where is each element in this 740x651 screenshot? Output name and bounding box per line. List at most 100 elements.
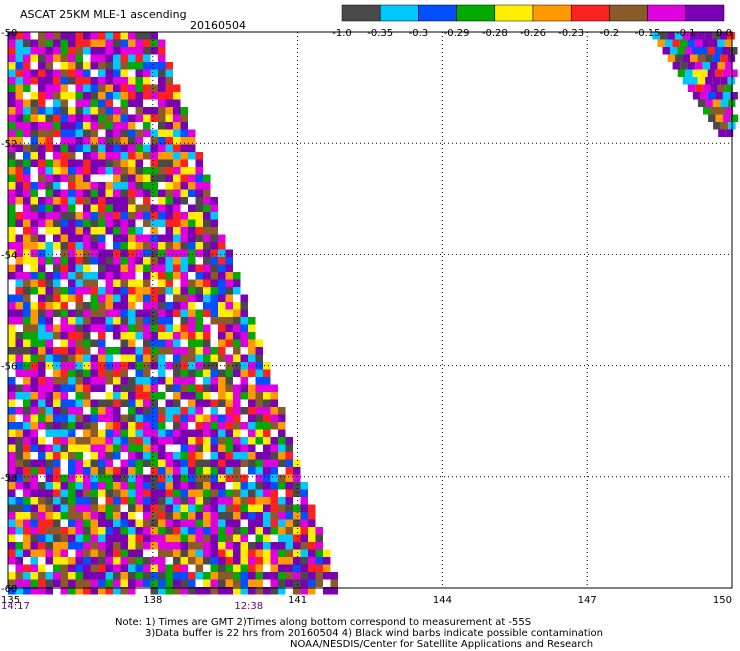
heatmap-cell <box>158 512 166 520</box>
heatmap-cell <box>113 137 121 145</box>
heatmap-cell <box>83 54 91 62</box>
heatmap-cell <box>83 99 91 107</box>
heatmap-cell <box>38 332 46 340</box>
heatmap-cell <box>278 444 286 452</box>
heatmap-cell <box>240 549 248 557</box>
heatmap-cell <box>90 354 98 362</box>
heatmap-cell <box>45 452 53 460</box>
heatmap-cell <box>218 407 226 415</box>
heatmap-cell <box>128 527 136 535</box>
heatmap-cell <box>68 429 76 437</box>
heatmap-cell <box>158 234 166 242</box>
heatmap-cell <box>248 339 256 347</box>
heatmap-cell <box>165 257 173 265</box>
heatmap-cell <box>68 302 76 310</box>
heatmap-cell <box>75 527 83 535</box>
heatmap-cell <box>210 527 218 535</box>
heatmap-cell <box>173 564 181 572</box>
heatmap-cell <box>23 212 31 220</box>
heatmap-cell <box>120 332 128 340</box>
heatmap-cell <box>225 452 233 460</box>
heatmap-cell <box>128 564 136 572</box>
heatmap-cell <box>165 549 173 557</box>
heatmap-cell <box>113 54 121 62</box>
heatmap-cell <box>210 489 218 497</box>
heatmap-cell <box>120 504 128 512</box>
heatmap-cell <box>113 32 121 40</box>
heatmap-cell <box>120 227 128 235</box>
heatmap-cell <box>90 167 98 175</box>
heatmap-cell <box>8 332 16 340</box>
footer-note-3: NOAA/NESDIS/Center for Satellite Applica… <box>290 639 594 650</box>
heatmap-cell <box>90 212 98 220</box>
heatmap-cell <box>30 122 38 130</box>
heatmap-cell <box>165 512 173 520</box>
heatmap-cell <box>128 459 136 467</box>
heatmap-cell <box>105 249 113 257</box>
heatmap-cell <box>150 444 158 452</box>
heatmap-cell <box>68 137 76 145</box>
heatmap-cell <box>285 497 293 505</box>
heatmap-cell <box>158 579 166 587</box>
heatmap-cell <box>128 264 136 272</box>
heatmap-cell <box>195 429 203 437</box>
heatmap-cell <box>90 69 98 77</box>
heatmap-cell <box>30 332 38 340</box>
heatmap-cell <box>15 317 23 325</box>
heatmap-cell <box>53 197 61 205</box>
heatmap-cell <box>75 324 83 332</box>
heatmap-cell <box>690 54 698 62</box>
heatmap-cell <box>90 527 98 535</box>
heatmap-cell <box>173 512 181 520</box>
heatmap-cell <box>83 429 91 437</box>
heatmap-cell <box>203 482 211 490</box>
heatmap-cell <box>45 579 53 587</box>
heatmap-cell <box>165 189 173 197</box>
heatmap-cell <box>188 264 196 272</box>
heatmap-cell <box>53 114 61 122</box>
heatmap-cell <box>218 257 226 265</box>
heatmap-cell <box>240 527 248 535</box>
heatmap-cell <box>180 572 188 580</box>
heatmap-cell <box>113 174 121 182</box>
heatmap-cell <box>180 504 188 512</box>
heatmap-cell <box>60 354 68 362</box>
heatmap-cell <box>23 174 31 182</box>
colorbar-label: -0.23 <box>558 28 584 39</box>
heatmap-cell <box>8 377 16 385</box>
heatmap-cell <box>98 174 106 182</box>
heatmap-cell <box>120 39 128 47</box>
heatmap-cell <box>158 227 166 235</box>
heatmap-cell <box>218 399 226 407</box>
heatmap-cell <box>128 354 136 362</box>
heatmap-cell <box>173 572 181 580</box>
heatmap-cell <box>263 497 271 505</box>
heatmap-cell <box>150 377 158 385</box>
heatmap-cell <box>68 542 76 550</box>
heatmap-cell <box>38 347 46 355</box>
heatmap-cell <box>30 182 38 190</box>
heatmap-cell <box>255 369 263 377</box>
heatmap-cell <box>68 422 76 430</box>
heatmap-cell <box>315 527 323 535</box>
heatmap-cell <box>173 444 181 452</box>
heatmap-cell <box>45 77 53 85</box>
heatmap-cell <box>195 474 203 482</box>
heatmap-cell <box>105 564 113 572</box>
heatmap-cell <box>180 579 188 587</box>
heatmap-cell <box>60 332 68 340</box>
heatmap-cell <box>53 579 61 587</box>
heatmap-cell <box>278 474 286 482</box>
heatmap-cell <box>188 542 196 550</box>
heatmap-cell <box>105 527 113 535</box>
heatmap-cell <box>225 482 233 490</box>
heatmap-cell <box>135 542 143 550</box>
heatmap-cell <box>30 497 38 505</box>
heatmap-cell <box>105 62 113 70</box>
heatmap-cell <box>38 114 46 122</box>
heatmap-cell <box>188 519 196 527</box>
heatmap-cell <box>188 392 196 400</box>
heatmap-cell <box>727 54 736 62</box>
heatmap-cell <box>300 512 308 520</box>
heatmap-cell <box>90 279 98 287</box>
